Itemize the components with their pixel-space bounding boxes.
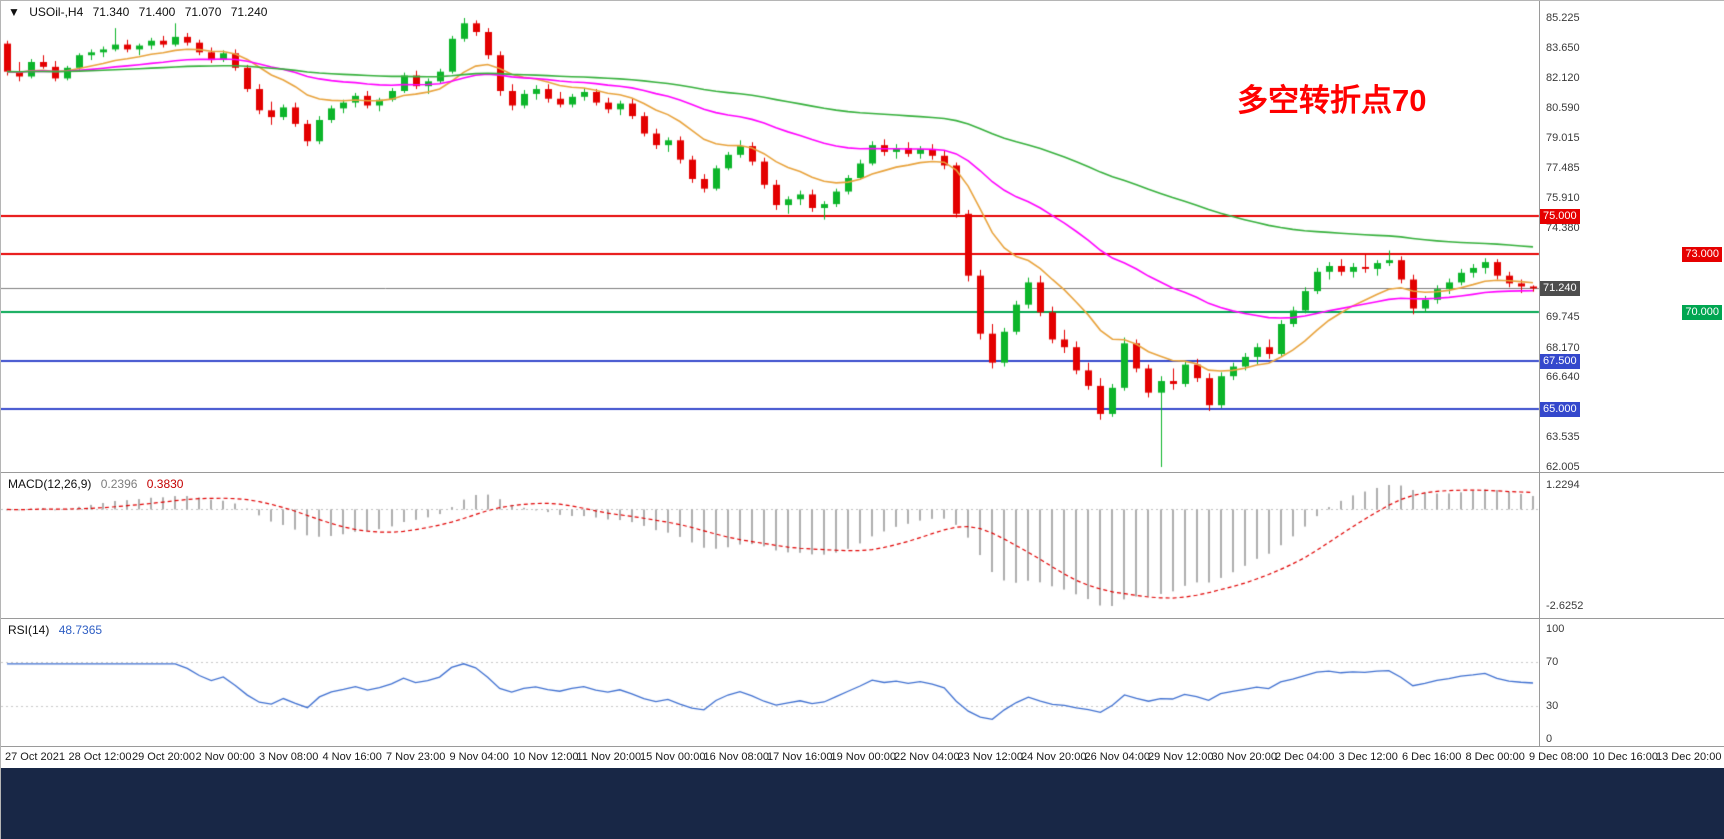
macd-value-signal: 0.3830 [146,477,184,491]
time-axis-label: 17 Nov 16:00 [767,751,833,763]
time-axis-label: 6 Dec 16:00 [1402,751,1462,763]
time-axis-label: 22 Nov 04:00 [894,751,960,763]
macd-pane: MACD(12,26,9) 0.2396 0.3830 [1,473,1724,618]
price-line-badge: 67.500 [1540,353,1580,369]
price-line-badge: 75.000 [1540,208,1580,224]
time-axis-label: 29 Oct 20:00 [132,751,195,763]
price-tick-label: 66.640 [1546,371,1580,384]
time-axis-label: 24 Nov 20:00 [1021,751,1087,763]
time-axis-label: 7 Nov 23:00 [386,751,446,763]
bid-price-badge: 71.240 [1540,281,1580,297]
macd-scale-max-label: 1.2294 [1546,479,1580,491]
price-line-badge: 73.000 [1682,247,1722,263]
time-axis-label: 16 Nov 08:00 [703,751,769,763]
price-tick-label: 74.380 [1546,221,1580,234]
macd-canvas[interactable] [1,473,1724,618]
rsi-value: 48.7365 [58,623,103,637]
chart-annotation-text: 多空转折点70 [1237,83,1427,118]
time-axis-label: 3 Nov 08:00 [259,751,319,763]
pane-divider[interactable] [1,618,1724,619]
rsi-level-label: 100 [1546,623,1565,635]
time-axis-label: 30 Nov 20:00 [1211,751,1277,763]
time-axis-label: 9 Nov 04:00 [449,751,509,763]
price-tick-label: 69.745 [1546,311,1580,324]
time-axis-label: 26 Nov 04:00 [1084,751,1150,763]
time-axis-label: 23 Nov 12:00 [957,751,1023,763]
macd-scale-min-label: -2.6252 [1546,600,1584,612]
price-tick-label: 75.910 [1546,192,1580,205]
price-tick-label: 68.170 [1546,341,1580,354]
time-axis-label: 19 Nov 00:00 [830,751,896,763]
time-axis-label: 11 Nov 20:00 [576,751,642,763]
rsi-level-label: 0 [1546,733,1553,745]
time-axis-label: 15 Nov 00:00 [640,751,706,763]
price-pane: ▼ USOil-,H4 71.340 71.400 71.070 71.240 … [1,1,1724,472]
price-tick-label: 85.225 [1546,12,1580,24]
macd-header: MACD(12,26,9) 0.2396 0.3830 [8,477,189,491]
ohlc-low: 71.070 [184,5,222,19]
rsi-header: RSI(14) 48.7365 [8,623,108,637]
macd-value-main: 0.2396 [100,477,138,491]
time-axis-label: 9 Dec 08:00 [1529,751,1589,763]
rsi-canvas[interactable] [1,619,1724,746]
rsi-level-label: 70 [1546,656,1559,668]
symbol-period-label: USOil-,H4 [29,5,84,19]
time-axis-label: 13 Dec 20:00 [1656,751,1722,763]
pane-divider[interactable] [1,746,1724,747]
time-axis-label: 29 Nov 12:00 [1148,751,1214,763]
time-axis-label: 27 Oct 2021 [5,751,65,763]
bottom-background-bar [1,768,1724,839]
price-chart-canvas[interactable] [1,1,1724,472]
ohlc-open: 71.340 [92,5,130,19]
price-tick-label: 82.120 [1546,72,1580,85]
price-tick-label: 63.535 [1546,431,1580,444]
rsi-pane: RSI(14) 48.7365 [1,619,1724,746]
time-axis-label: 10 Dec 16:00 [1592,751,1658,763]
time-axis-label: 10 Nov 12:00 [513,751,579,763]
time-axis-label: 2 Dec 04:00 [1275,751,1335,763]
collapse-icon[interactable]: ▼ [8,5,20,19]
time-axis-label: 2 Nov 00:00 [195,751,255,763]
time-axis-label: 28 Oct 12:00 [68,751,132,763]
time-axis-label: 4 Nov 16:00 [322,751,382,763]
price-tick-label: 62.005 [1546,461,1580,473]
chart-header: ▼ USOil-,H4 71.340 71.400 71.070 71.240 [8,5,273,19]
price-tick-label: 80.590 [1546,101,1580,114]
price-tick-label: 77.485 [1546,161,1580,174]
price-tick-label: 83.650 [1546,42,1580,55]
time-axis-label: 8 Dec 00:00 [1465,751,1525,763]
ohlc-high: 71.400 [138,5,176,19]
pane-divider[interactable] [1,472,1724,473]
price-line-badge: 65.000 [1540,402,1580,418]
rsi-label: RSI(14) [8,623,50,637]
price-tick-label: 79.015 [1546,132,1580,145]
rsi-level-label: 30 [1546,700,1559,712]
price-scale-border [1539,1,1540,746]
price-line-badge: 70.000 [1682,305,1722,321]
ohlc-close: 71.240 [230,5,268,19]
time-axis[interactable]: 27 Oct 2021 28 Oct 12:00 29 Oct 20:00 2 Nov… [1,747,1724,768]
macd-label: MACD(12,26,9) [8,477,92,491]
time-axis-label: 3 Dec 12:00 [1338,751,1398,763]
